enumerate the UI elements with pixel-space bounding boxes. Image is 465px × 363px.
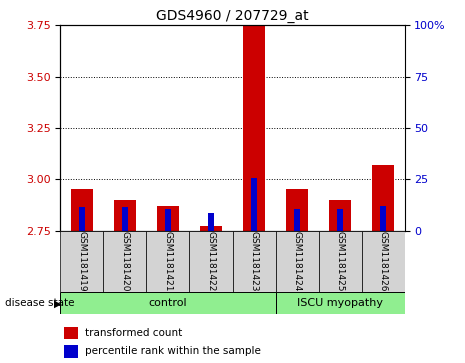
Bar — [275, 292, 405, 314]
Bar — [80, 207, 85, 231]
Text: GSM1181419: GSM1181419 — [78, 231, 86, 292]
Bar — [208, 213, 213, 231]
Text: GSM1181426: GSM1181426 — [379, 231, 387, 291]
Bar — [157, 206, 179, 231]
Text: ISCU myopathy: ISCU myopathy — [297, 298, 383, 308]
Bar — [64, 327, 78, 339]
Bar — [243, 23, 265, 231]
Bar — [200, 227, 222, 231]
Bar — [60, 231, 103, 292]
Bar — [275, 231, 319, 292]
Bar — [122, 207, 127, 231]
Bar — [103, 231, 146, 292]
Bar — [114, 200, 136, 231]
Bar — [60, 292, 275, 314]
Text: GSM1181422: GSM1181422 — [206, 231, 215, 291]
Bar — [252, 178, 257, 231]
Text: control: control — [149, 298, 187, 308]
Text: GSM1181425: GSM1181425 — [336, 231, 345, 291]
Text: GSM1181424: GSM1181424 — [292, 231, 301, 291]
Bar — [319, 231, 362, 292]
Bar — [362, 231, 405, 292]
Bar — [286, 189, 308, 231]
Bar — [146, 231, 190, 292]
Bar — [372, 165, 394, 231]
Text: GSM1181423: GSM1181423 — [250, 231, 259, 291]
Title: GDS4960 / 207729_at: GDS4960 / 207729_at — [156, 9, 309, 23]
Bar — [329, 200, 351, 231]
Bar — [232, 231, 275, 292]
Bar — [71, 189, 93, 231]
Text: GSM1181421: GSM1181421 — [164, 231, 173, 291]
Bar — [190, 231, 232, 292]
Bar — [338, 209, 343, 231]
Bar — [380, 206, 385, 231]
Bar — [64, 345, 78, 358]
Text: ▶: ▶ — [53, 299, 61, 309]
Text: percentile rank within the sample: percentile rank within the sample — [85, 346, 260, 356]
Bar — [166, 209, 171, 231]
Bar — [294, 209, 299, 231]
Text: disease state: disease state — [5, 298, 74, 308]
Text: transformed count: transformed count — [85, 328, 182, 338]
Text: GSM1181420: GSM1181420 — [120, 231, 129, 291]
